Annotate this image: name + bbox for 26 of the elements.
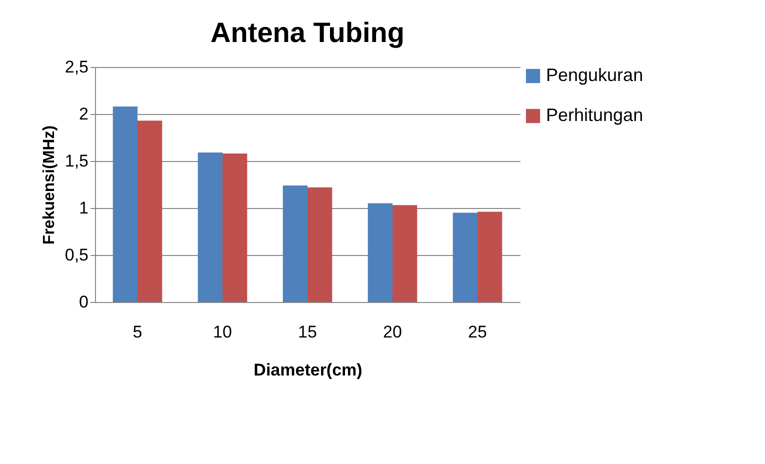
- legend-label: Pengukuran: [546, 65, 644, 85]
- bar: [308, 187, 332, 302]
- bar: [112, 106, 138, 302]
- x-tick-label: 10: [213, 322, 232, 342]
- bar: [282, 185, 308, 302]
- bar: [198, 152, 222, 302]
- x-axis-title: Diameter(cm): [254, 360, 362, 380]
- bar: [392, 205, 418, 302]
- bar: [222, 153, 248, 302]
- y-tick-label: 1: [79, 198, 88, 218]
- x-tick-label: 25: [468, 322, 487, 342]
- x-tick-label: 15: [298, 322, 317, 342]
- x-tick-label: 20: [383, 322, 402, 342]
- bar: [368, 203, 392, 302]
- y-tick-label: 0,5: [64, 246, 88, 264]
- bar: [452, 212, 478, 302]
- bar: [478, 212, 502, 302]
- y-axis-title: Frekuensi(MHz): [40, 125, 58, 245]
- legend-label: Perhitungan: [546, 105, 644, 125]
- y-tick-label: 2: [79, 104, 88, 124]
- y-tick-label: 1,5: [64, 152, 88, 170]
- y-tick-label: 2,5: [64, 58, 88, 76]
- x-tick-label: 5: [132, 322, 142, 342]
- bar: [138, 120, 162, 302]
- chart-title: Antena Tubing: [210, 17, 404, 48]
- y-tick-label: 0: [79, 292, 88, 312]
